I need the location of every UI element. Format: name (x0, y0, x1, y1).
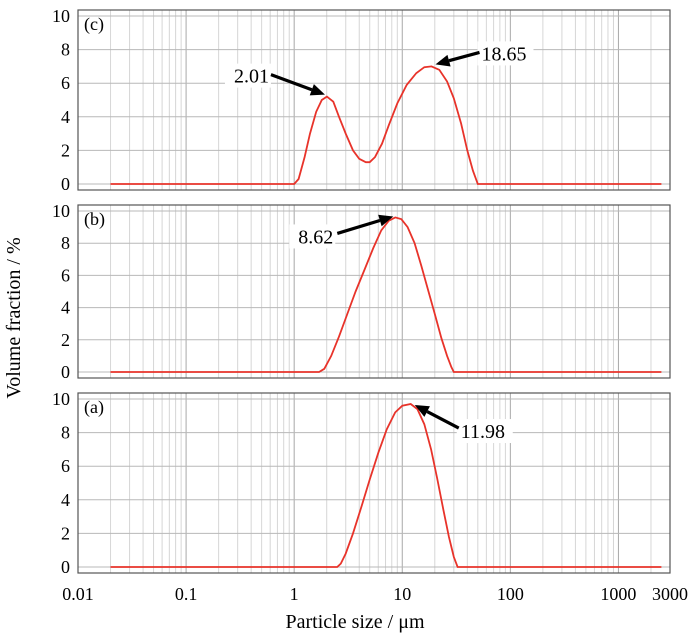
annotation-box (477, 41, 534, 66)
panel-label: (a) (84, 397, 104, 418)
annotation-arrow-shaft (336, 218, 381, 235)
panel-c: 0 2 4 6 8 10 (c) 2.01 18.65 (52, 6, 671, 194)
x-tick-label: 1000 (600, 584, 636, 604)
y-tick-label: 8 (61, 423, 70, 443)
distribution-line (110, 403, 662, 568)
y-tick-label: 4 (61, 107, 70, 127)
annotation-label: 8.62 (298, 226, 333, 248)
y-tick-label: 6 (61, 265, 70, 285)
annotation-arrow-head (435, 54, 451, 67)
y-tick-label: 0 (61, 557, 70, 577)
x-tick-label: 100 (497, 584, 524, 604)
y-axis-title: Volume fraction / % (3, 237, 25, 398)
annotation-label: 18.65 (482, 43, 527, 65)
y-tick-label: 0 (61, 362, 70, 382)
y-tick-label: 2 (61, 330, 70, 350)
annotation-arrow-head (378, 214, 394, 227)
panel-frame (77, 9, 671, 191)
y-tick-label: 10 (52, 6, 70, 26)
y-tick-label: 6 (61, 73, 70, 93)
annotation-arrow-shaft (426, 410, 460, 430)
x-tick-label: 0.01 (62, 584, 94, 604)
panel-frame (77, 204, 671, 379)
annotation-arrow-head (414, 405, 430, 417)
x-tick-labels: 0.01 0.1 1 10 100 1000 3000 (62, 584, 688, 604)
y-tick-label: 2 (61, 140, 70, 160)
x-tick-label: 0.1 (175, 584, 198, 604)
panel-frame (77, 392, 671, 574)
x-tick-label: 3000 (652, 584, 688, 604)
annotation-label: 2.01 (234, 66, 269, 88)
panel-label: (c) (84, 14, 104, 35)
y-tick-label: 4 (61, 490, 70, 510)
x-tick-label: 10 (393, 584, 411, 604)
annotation-arrow-shaft (270, 73, 313, 92)
y-tick-label: 4 (61, 298, 70, 318)
y-tick-label: 2 (61, 523, 70, 543)
annotation-box (224, 63, 271, 88)
distribution-line (110, 216, 662, 373)
distribution-line (110, 65, 662, 185)
annotation-box (456, 419, 513, 444)
x-tick-label: 1 (290, 584, 299, 604)
y-tick-label: 6 (61, 456, 70, 476)
panel-a: 0 2 4 6 8 10 (a) 11.98 (52, 389, 671, 577)
y-tick-label: 0 (61, 174, 70, 194)
y-tick-label: 10 (52, 201, 70, 221)
annotation-box (289, 224, 336, 249)
chart-panels: 0 2 4 6 8 10 (c) 2.01 18.65 0 2 4 6 8 10 (b) 8.62 0 2 4 6 8 10… (52, 6, 671, 577)
y-tick-label: 8 (61, 40, 70, 60)
x-axis-title: Particle size / μm (285, 611, 424, 633)
y-tick-label: 8 (61, 233, 70, 253)
annotation-arrow-shaft (448, 50, 480, 63)
y-tick-label: 10 (52, 389, 70, 409)
panel-label: (b) (84, 209, 105, 230)
annotation-arrow-head (309, 84, 325, 96)
annotation-label: 11.98 (461, 421, 505, 443)
panel-b: 0 2 4 6 8 10 (b) 8.62 (52, 201, 671, 382)
